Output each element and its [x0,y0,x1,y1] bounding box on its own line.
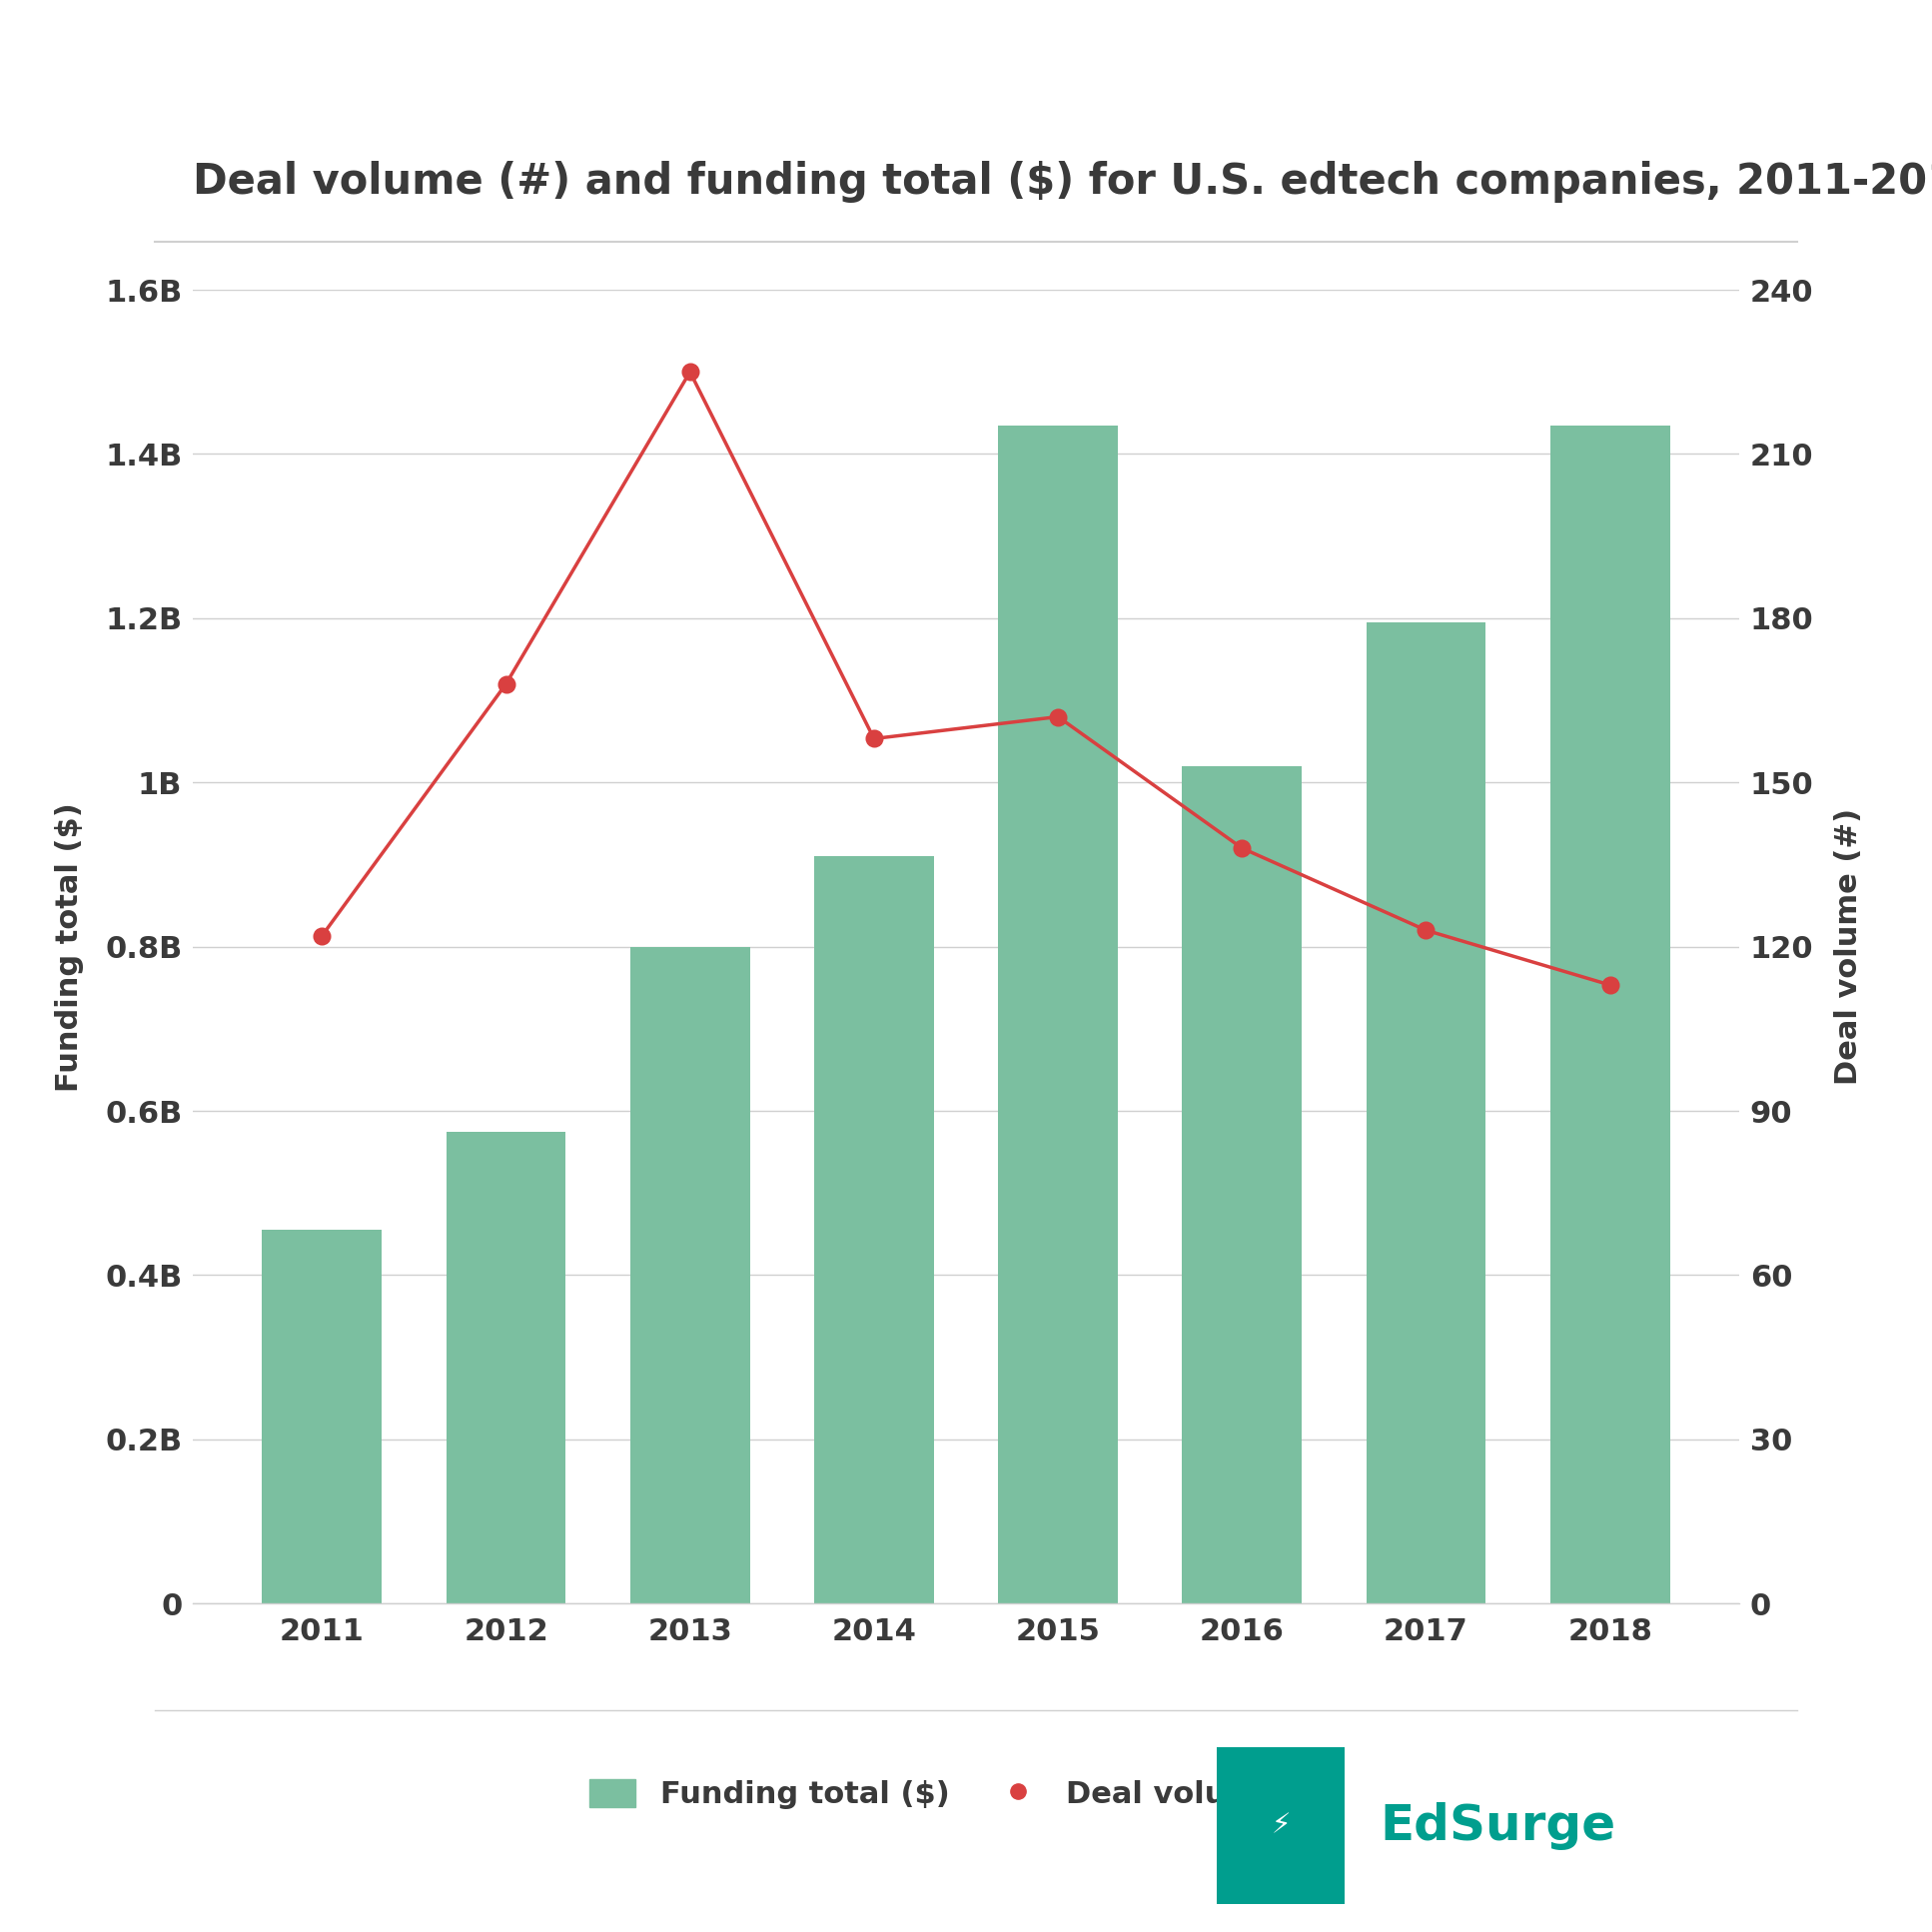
Y-axis label: Deal volume (#): Deal volume (#) [1833,808,1862,1086]
Bar [1366,622,1486,1604]
Bar [999,425,1119,1604]
Bar [263,1231,383,1604]
Text: EdSurge: EdSurge [1379,1803,1615,1849]
Bar [1182,765,1302,1604]
Legend: Funding total ($), Deal volume (#): Funding total ($), Deal volume (#) [574,1764,1358,1826]
Bar [813,856,933,1604]
Text: ⚡: ⚡ [1271,1812,1291,1839]
Y-axis label: Funding total ($): Funding total ($) [56,802,85,1092]
Bar [630,947,750,1604]
Bar [446,1132,566,1604]
FancyBboxPatch shape [1217,1747,1345,1905]
Bar [1549,425,1669,1604]
Text: Deal volume (#) and funding total ($) for U.S. edtech companies, 2011-2018: Deal volume (#) and funding total ($) fo… [193,160,1932,203]
